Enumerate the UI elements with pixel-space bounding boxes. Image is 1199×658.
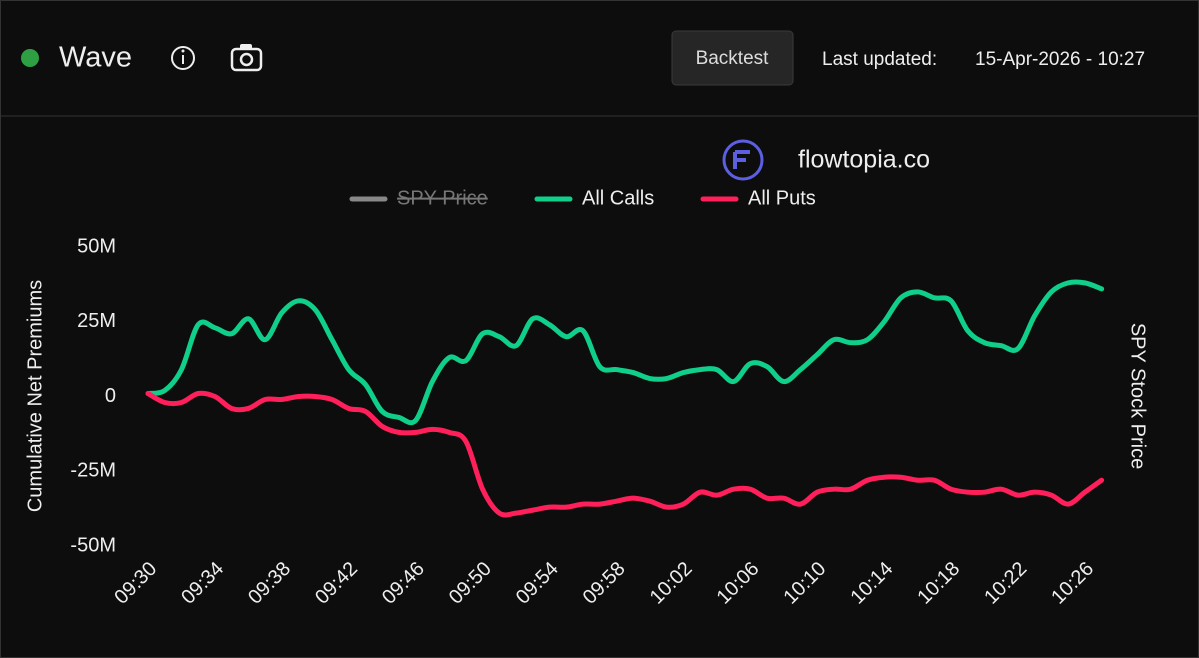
brand-name: flowtopia.co: [798, 146, 930, 174]
y-tick-label: -50M: [70, 534, 116, 556]
info-icon[interactable]: [171, 46, 195, 70]
legend-label[interactable]: SPY Price: [397, 187, 488, 209]
header-title: Wave: [59, 42, 132, 74]
backtest-label[interactable]: Backtest: [696, 48, 770, 69]
legend-label[interactable]: All Puts: [748, 187, 816, 209]
legend-label[interactable]: All Calls: [582, 187, 654, 209]
backtest-button[interactable]: [671, 30, 794, 86]
series-line: [145, 390, 1105, 518]
series-line: [145, 279, 1105, 426]
brand-logo: [722, 139, 764, 181]
y-tick-label: -25M: [70, 460, 116, 482]
status-dot: [21, 49, 39, 67]
y-tick-label: 0: [105, 385, 116, 407]
updated-value: 15-Apr-2026 - 10:27: [975, 49, 1145, 70]
y-axis-label: Cumulative Net Premiums: [24, 280, 46, 512]
updated-label: Last updated:: [822, 49, 937, 70]
y2-axis-label: SPY Stock Price: [1127, 323, 1149, 469]
camera-icon[interactable]: [230, 44, 263, 72]
y-tick-label: 50M: [77, 235, 116, 257]
y-tick-label: 25M: [77, 310, 116, 332]
